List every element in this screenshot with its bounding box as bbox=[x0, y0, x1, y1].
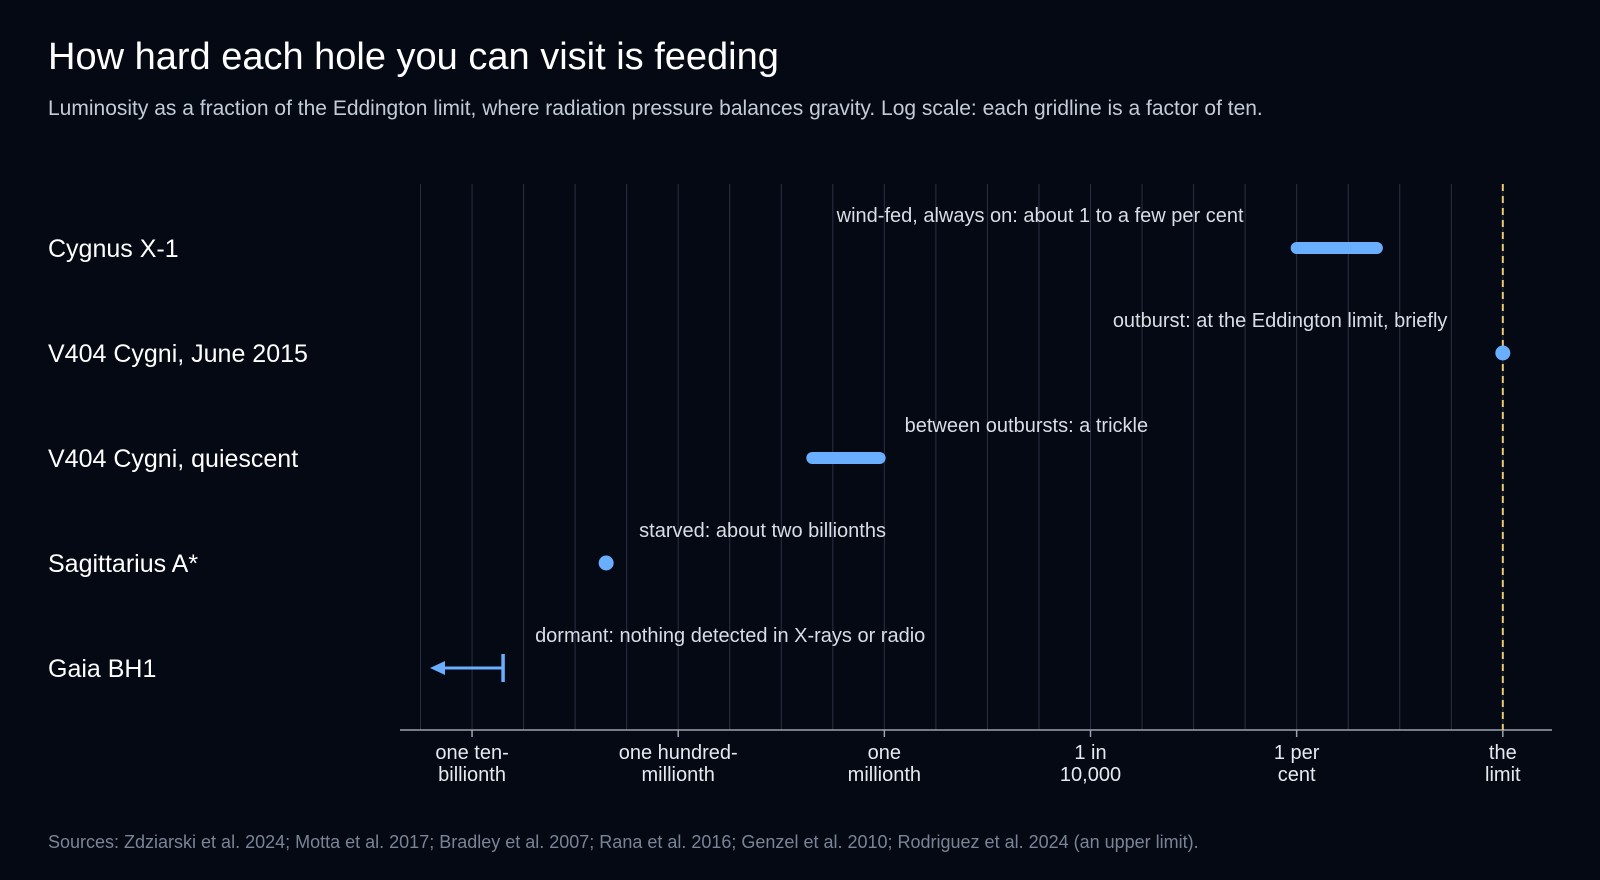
row-annotation: dormant: nothing detected in X-rays or r… bbox=[535, 625, 925, 647]
point-marker bbox=[1495, 345, 1511, 361]
upper-limit-arrowhead bbox=[430, 661, 445, 675]
row-label: V404 Cygni, quiescent bbox=[48, 445, 298, 473]
row-label: Cygnus X-1 bbox=[48, 235, 179, 263]
x-tick-label: 1 per bbox=[1274, 742, 1320, 764]
source-note: Sources: Zdziarski et al. 2024; Motta et… bbox=[48, 832, 1199, 852]
x-tick-label: 10,000 bbox=[1060, 764, 1121, 786]
row-label: Sagittarius A* bbox=[48, 550, 198, 578]
x-tick-label: the bbox=[1489, 742, 1517, 764]
x-tick-label: one ten- bbox=[435, 742, 508, 764]
x-tick-label: billionth bbox=[438, 764, 506, 786]
x-tick-label: millionth bbox=[848, 764, 921, 786]
point-marker bbox=[598, 555, 614, 571]
x-tick-label: one hundred- bbox=[619, 742, 738, 764]
x-tick-label: millionth bbox=[642, 764, 715, 786]
chart-title: How hard each hole you can visit is feed… bbox=[48, 36, 779, 78]
x-tick-label: one bbox=[868, 742, 901, 764]
row-annotation: starved: about two billionths bbox=[639, 520, 886, 542]
row-annotation: outburst: at the Eddington limit, briefl… bbox=[1113, 310, 1448, 332]
chart-subtitle: Luminosity as a fraction of the Eddingto… bbox=[48, 97, 1263, 120]
x-tick-label: limit bbox=[1485, 764, 1521, 786]
row-annotation: wind-fed, always on: about 1 to a few pe… bbox=[836, 205, 1244, 227]
x-tick-label: cent bbox=[1278, 764, 1316, 786]
row-label: V404 Cygni, June 2015 bbox=[48, 340, 308, 368]
x-tick-label: 1 in bbox=[1074, 742, 1106, 764]
row-label: Gaia BH1 bbox=[48, 655, 156, 683]
row-annotation: between outbursts: a trickle bbox=[905, 415, 1148, 437]
